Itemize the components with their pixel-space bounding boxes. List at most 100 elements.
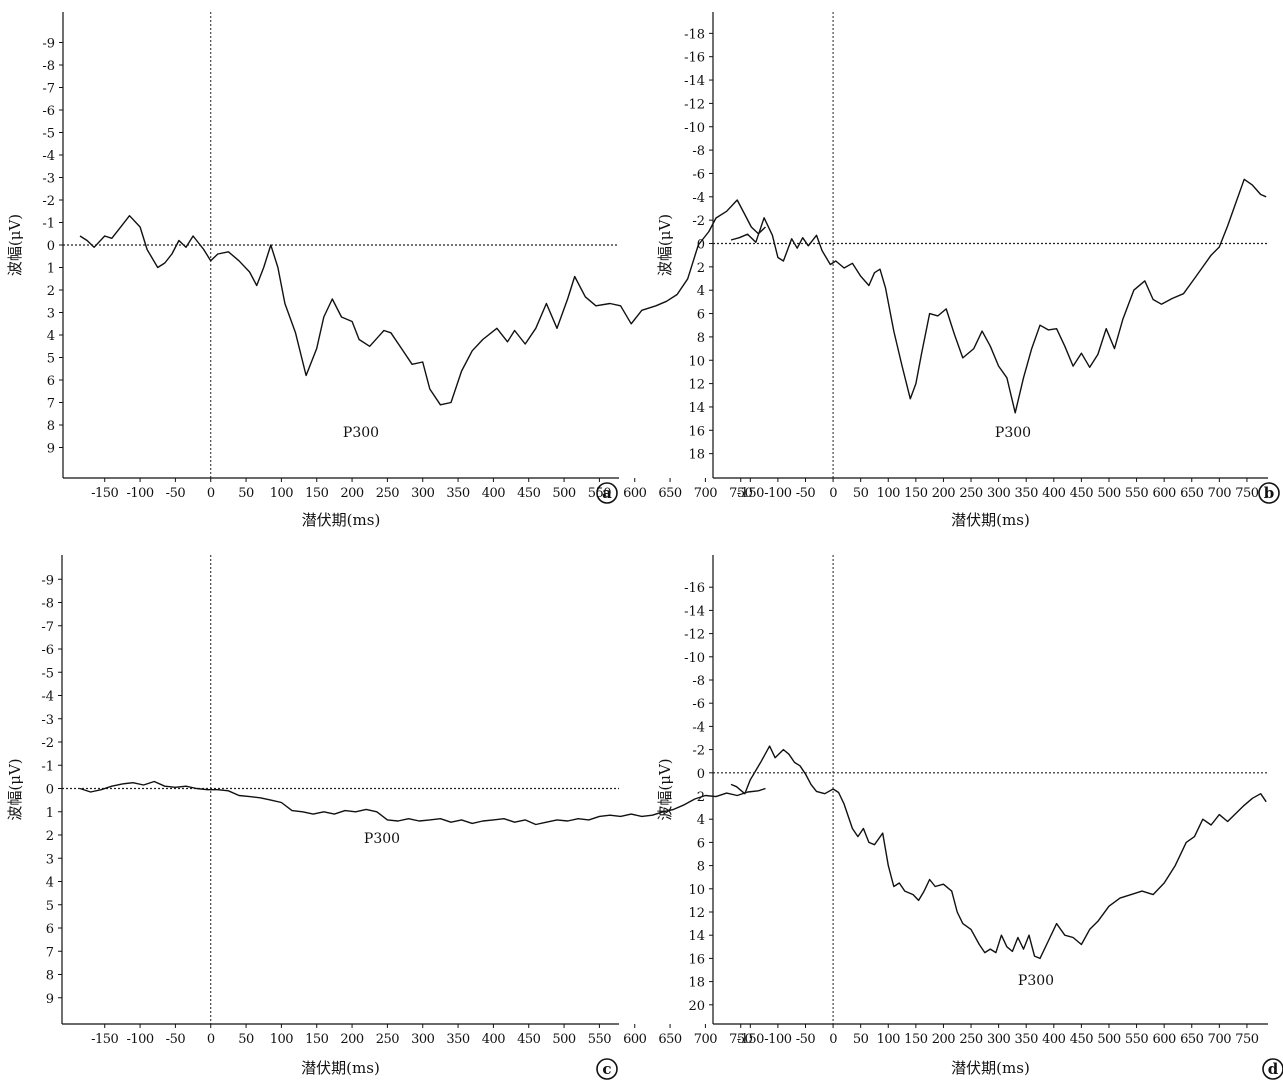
- x-tick-label: 500: [1097, 486, 1121, 501]
- y-tick-label: 0: [697, 767, 705, 782]
- x-tick-label: 50: [238, 486, 254, 501]
- x-tick-label: 0: [829, 486, 837, 501]
- x-tick-label: 750: [1235, 1032, 1259, 1047]
- y-tick-label: 4: [46, 876, 54, 891]
- y-tick-label: 20: [688, 999, 705, 1014]
- p300-annotation: P300: [995, 425, 1031, 441]
- x-axis-label: 潜伏期(ms): [951, 511, 1030, 529]
- y-tick-label: -1: [42, 217, 55, 232]
- y-tick-label: 8: [46, 969, 54, 984]
- y-tick-label: 2: [697, 790, 705, 805]
- p300-annotation: P300: [343, 425, 379, 441]
- y-tick-label: -4: [692, 191, 705, 206]
- x-tick-label: 350: [446, 1032, 470, 1047]
- x-tick-label: 250: [376, 1032, 400, 1047]
- y-tick-label: -8: [42, 59, 55, 74]
- y-tick-label: 14: [688, 929, 705, 944]
- x-tick-label: 700: [1208, 1032, 1232, 1047]
- y-tick-label: 16: [688, 424, 705, 439]
- y-tick-label: -10: [684, 651, 705, 666]
- panel-label-circle: [596, 1058, 618, 1080]
- y-axis-label: 波幅(μV): [656, 758, 674, 820]
- y-tick-label: 4: [47, 329, 55, 344]
- y-tick-label: -3: [42, 172, 55, 187]
- x-tick-label: -100: [764, 486, 791, 501]
- y-tick-label: 9: [46, 992, 54, 1007]
- x-axis-label: 潜伏期(ms): [301, 1059, 380, 1077]
- panel-label-text: b: [1264, 484, 1275, 502]
- y-axis-label: 波幅(μV): [6, 758, 24, 820]
- y-tick-label: -6: [692, 697, 705, 712]
- y-tick-label: -6: [692, 167, 705, 182]
- x-tick-label: 50: [853, 1032, 869, 1047]
- x-tick-label: 0: [207, 486, 215, 501]
- x-tick-label: 400: [482, 1032, 506, 1047]
- y-tick-label: -2: [42, 194, 55, 209]
- x-tick-label: 450: [517, 1032, 541, 1047]
- x-tick-label: -100: [126, 1032, 153, 1047]
- y-tick-label: -12: [684, 97, 705, 112]
- x-tick-label: 750: [1235, 486, 1259, 501]
- x-tick-label: 250: [959, 1032, 983, 1047]
- x-tick-label: 0: [207, 1032, 215, 1047]
- panel-label-b: b: [1258, 482, 1280, 504]
- panel-label-d: d: [1262, 1058, 1283, 1080]
- x-tick-label: 500: [1097, 1032, 1121, 1047]
- x-tick-label: 100: [270, 1032, 294, 1047]
- y-tick-label: 8: [697, 860, 705, 875]
- y-tick-label: -16: [684, 51, 705, 66]
- y-tick-label: 0: [697, 238, 705, 253]
- x-tick-label: 300: [411, 486, 435, 501]
- chart-panel-b: -18 -16 -14 -12 -10 -8 -6 -4 -2 0 2 4 6 8 10 12 14 16 18 -1…: [656, 12, 1280, 529]
- x-tick-label: 300: [411, 1032, 435, 1047]
- y-tick-label: -16: [684, 581, 705, 596]
- y-tick-label: 0: [47, 239, 55, 254]
- x-tick-label: 650: [658, 486, 682, 501]
- y-tick-label: -10: [684, 121, 705, 136]
- x-tick-label: 450: [1070, 1032, 1094, 1047]
- x-tick-label: 250: [376, 486, 400, 501]
- y-tick-label: 8: [47, 419, 55, 434]
- y-tick-label: -18: [684, 27, 705, 42]
- panel-label-circle: [1262, 1058, 1283, 1080]
- y-tick-label: -2: [41, 736, 54, 751]
- x-axis-label: 潜伏期(ms): [302, 511, 381, 529]
- y-tick-label: 10: [688, 354, 705, 369]
- y-tick-label: 18: [688, 976, 705, 991]
- x-tick-label: -150: [737, 486, 764, 501]
- x-tick-label: 700: [694, 1032, 718, 1047]
- x-tick-label: 500: [552, 1032, 576, 1047]
- y-tick-label: -7: [41, 620, 54, 635]
- x-tick-label: -150: [91, 486, 118, 501]
- panel-label-c: c: [596, 1058, 618, 1080]
- erp-waveform-line: [79, 199, 766, 406]
- panel-label-text: a: [602, 484, 612, 502]
- y-tick-label: 0: [46, 783, 54, 798]
- x-tick-label: 600: [1152, 486, 1176, 501]
- x-tick-label: 450: [1070, 486, 1094, 501]
- x-tick-label: 650: [1180, 486, 1204, 501]
- y-tick-label: 2: [47, 284, 55, 299]
- y-tick-label: 4: [697, 284, 705, 299]
- y-tick-label: -5: [41, 666, 54, 681]
- x-tick-label: 300: [987, 486, 1011, 501]
- y-tick-label: 3: [46, 852, 54, 867]
- y-tick-label: -2: [692, 214, 705, 229]
- y-tick-label: 1: [47, 262, 55, 277]
- erp-waveform-line: [79, 780, 766, 826]
- p300-annotation: P300: [1018, 973, 1054, 989]
- x-tick-label: 250: [959, 486, 983, 501]
- y-tick-label: 6: [47, 374, 55, 389]
- x-tick-label: 700: [1208, 486, 1232, 501]
- y-tick-label: 2: [697, 261, 705, 276]
- erp-waveform-line: [730, 745, 1267, 960]
- x-tick-label: 350: [1015, 486, 1039, 501]
- x-tick-label: 200: [932, 486, 956, 501]
- y-tick-label: 8: [697, 331, 705, 346]
- y-tick-label: 7: [46, 945, 54, 960]
- x-tick-label: 350: [446, 486, 470, 501]
- y-tick-label: -9: [41, 573, 54, 588]
